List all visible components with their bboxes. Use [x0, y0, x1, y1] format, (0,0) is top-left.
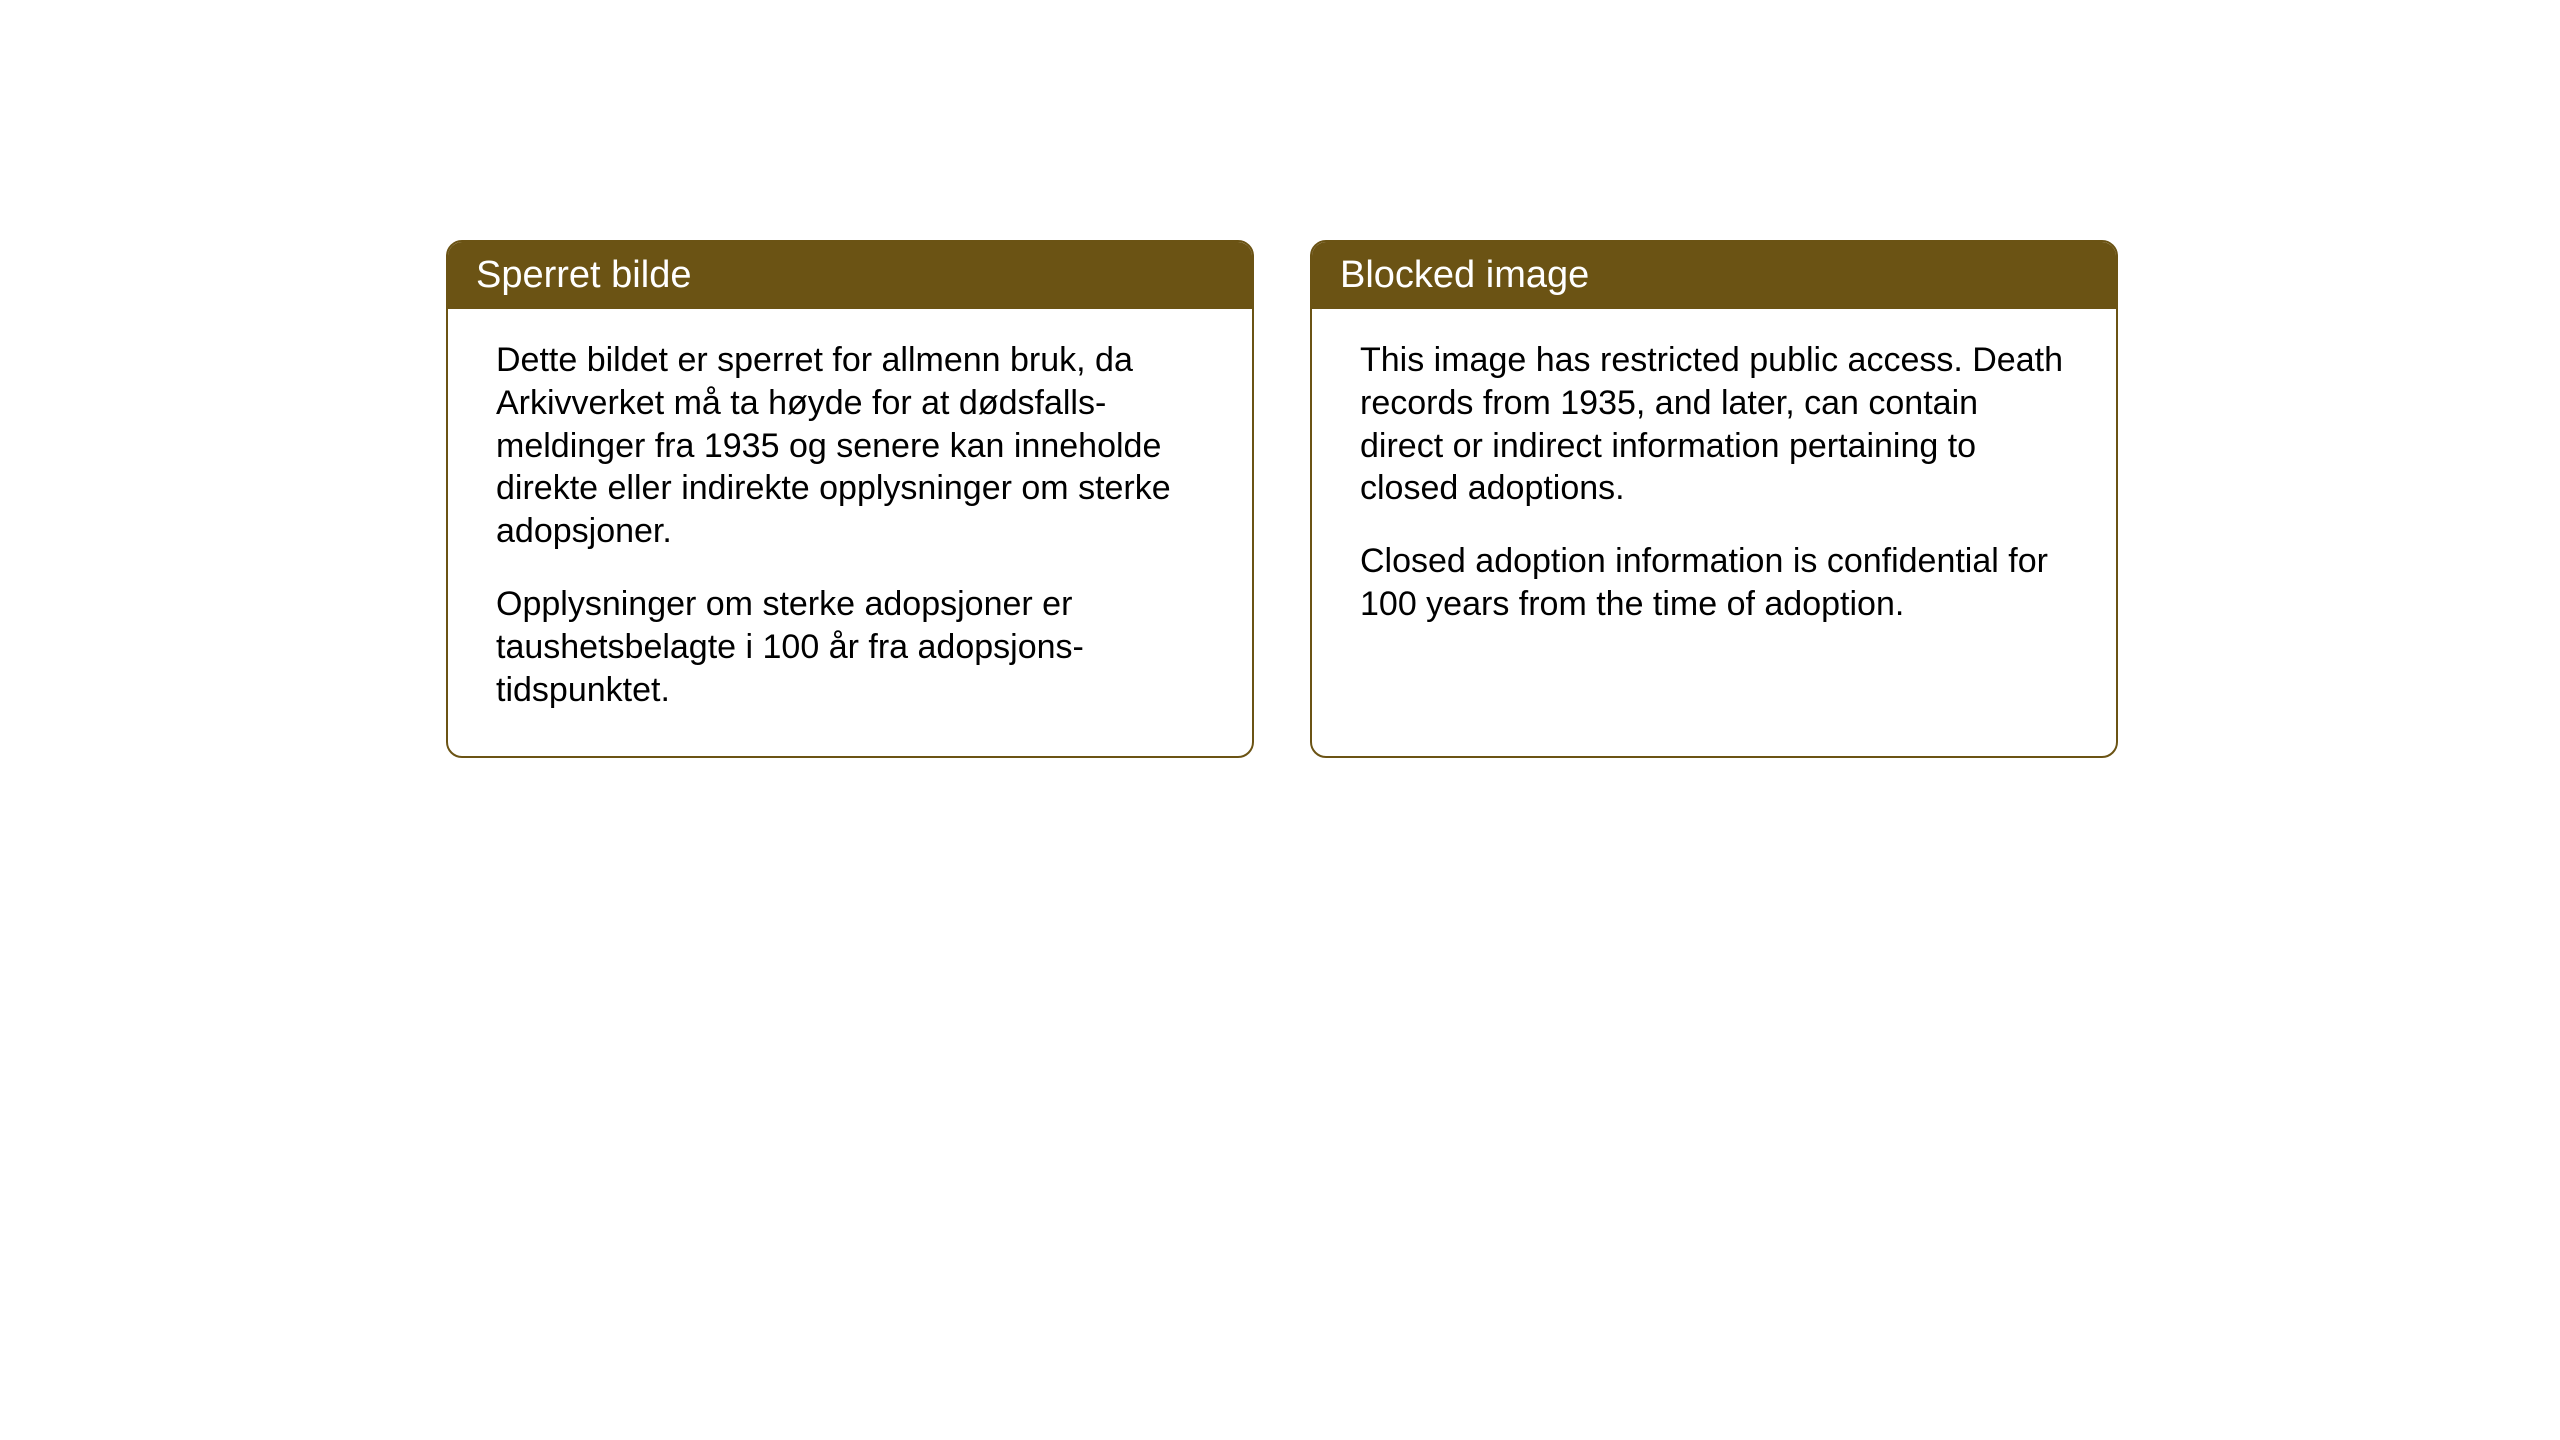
card-english-title: Blocked image: [1340, 254, 1589, 296]
card-english: Blocked image This image has restricted …: [1310, 240, 2118, 758]
card-english-paragraph2: Closed adoption information is confident…: [1360, 540, 2068, 626]
cards-container: Sperret bilde Dette bildet er sperret fo…: [446, 240, 2118, 758]
card-english-header: Blocked image: [1312, 242, 2116, 309]
card-norwegian: Sperret bilde Dette bildet er sperret fo…: [446, 240, 1254, 758]
card-norwegian-paragraph1: Dette bildet er sperret for allmenn bruk…: [496, 339, 1204, 553]
card-english-body: This image has restricted public access.…: [1312, 309, 2116, 670]
card-norwegian-paragraph2: Opplysninger om sterke adopsjoner er tau…: [496, 583, 1204, 711]
card-english-paragraph1: This image has restricted public access.…: [1360, 339, 2068, 510]
card-norwegian-header: Sperret bilde: [448, 242, 1252, 309]
card-norwegian-body: Dette bildet er sperret for allmenn bruk…: [448, 309, 1252, 756]
card-norwegian-title: Sperret bilde: [476, 254, 691, 296]
